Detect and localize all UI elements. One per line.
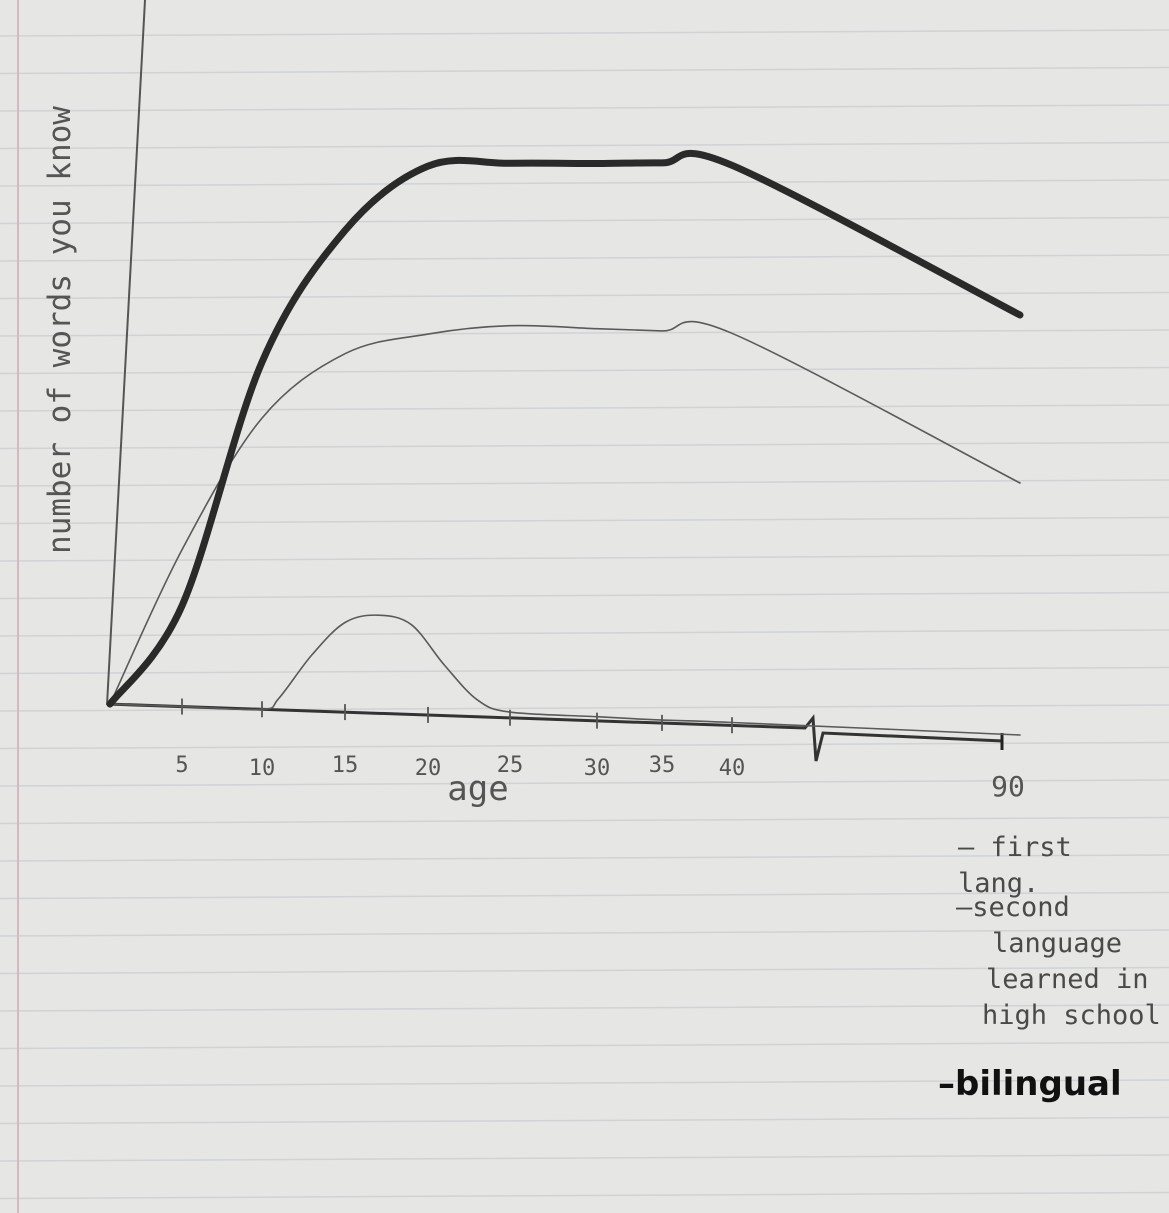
ruled-line [0,29,1169,37]
ruled-line [0,1041,1169,1050]
ruled-line [0,1191,1169,1200]
ruled-line [0,779,1169,787]
y-axis [106,0,146,706]
legend-label-second-1: second [972,892,1070,923]
ruled-line [0,591,1169,600]
series-line-bilingual [106,149,1024,708]
legend-label-second-3: learned in [986,964,1149,995]
x-tick-label-90: 90 [991,770,1025,803]
ruled-line [0,66,1169,75]
ruled-line [0,329,1169,337]
series-line-first-lang [109,320,1021,705]
x-axis [106,702,1004,762]
ruled-line [0,141,1169,150]
x-tick-label-35: 35 [649,753,676,778]
legend-label-bilingual: bilingual [955,1064,1122,1104]
x-tick-label-5: 5 [175,753,188,778]
x-tick-label-10: 10 [249,756,276,781]
ruled-line [0,366,1169,375]
ruled-line [0,179,1169,187]
x-tick-labels: 5 10 15 20 25 30 35 40 90 [175,753,1024,803]
y-axis-label: number of words you know [42,106,78,554]
ruled-line [0,554,1169,562]
ruled-line [0,741,1169,750]
ruled-line [0,854,1169,862]
ruled-line [0,516,1169,525]
ruled-line [0,104,1169,112]
ruled-line [0,1154,1169,1162]
x-tick-label-25: 25 [497,753,524,778]
ruled-lines [0,29,1169,1200]
x-tick-label-40: 40 [719,756,746,781]
legend-label-second-4: high school [982,1000,1161,1031]
x-tick-label-30: 30 [584,756,611,781]
legend-dash: – [938,1064,955,1104]
ruled-line [0,816,1169,825]
ruled-line [0,666,1169,675]
ruled-line [0,704,1169,712]
ruled-line [0,629,1169,637]
legend-label-first-lang: first lang. [958,832,1072,899]
ruled-line [0,1116,1169,1125]
ruled-line [0,404,1169,412]
legend-item-first-lang: – first lang. [958,830,1169,902]
ruled-line [0,929,1169,937]
x-axis-label: age [447,769,508,809]
legend-dash: – [956,892,973,923]
ruled-line [0,1079,1169,1087]
legend-item-bilingual: –bilingual [938,1066,1122,1102]
legend-item-second-language: –second language learned in high school [956,890,1161,1034]
series-line-second-language-learned-in-high-school [109,614,1021,736]
ruled-line [0,254,1169,262]
legend-label-second-2: language [992,928,1123,959]
ruled-line [0,966,1169,975]
x-tick-label-15: 15 [332,753,359,778]
ruled-line [0,479,1169,487]
x-tick-label-20: 20 [415,756,442,781]
series-lines [106,149,1024,736]
ruled-line [0,216,1169,225]
ruled-line [0,441,1169,450]
ruled-line [0,891,1169,900]
ruled-line [0,1004,1169,1012]
legend-dash: – [958,832,991,863]
